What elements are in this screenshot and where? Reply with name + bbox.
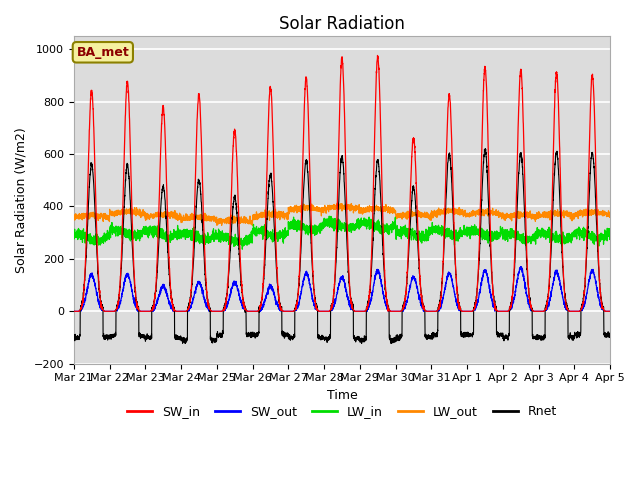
Title: Solar Radiation: Solar Radiation: [279, 15, 405, 33]
Y-axis label: Solar Radiation (W/m2): Solar Radiation (W/m2): [15, 127, 28, 273]
X-axis label: Time: Time: [326, 389, 357, 402]
Text: BA_met: BA_met: [76, 46, 129, 59]
Legend: SW_in, SW_out, LW_in, LW_out, Rnet: SW_in, SW_out, LW_in, LW_out, Rnet: [122, 400, 562, 423]
